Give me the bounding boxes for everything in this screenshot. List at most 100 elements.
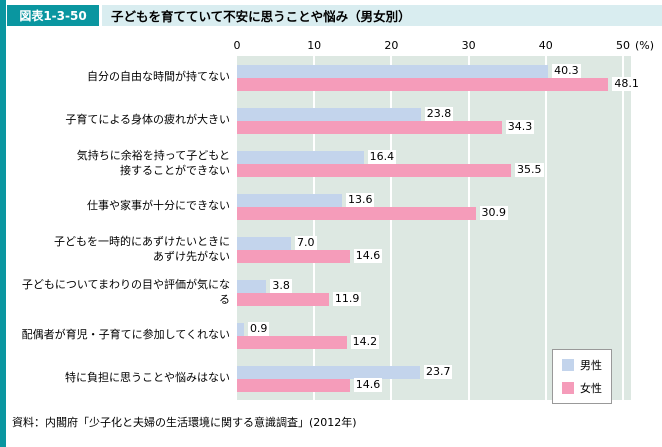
bar-line: 11.9 [237,292,623,306]
value-label: 35.5 [515,163,544,177]
gridline [544,56,547,400]
gridline [313,56,316,400]
x-axis-tick: 10 [307,39,322,52]
bar-line: 16.4 [237,150,623,164]
category-label: 特に負担に思うことや悩みはない [65,371,230,385]
category-label: 子どもについてまわりの目や評価が気になる [21,278,230,306]
chart-row: 子どもについてまわりの目や評価が気になる 3.8 11.9 [12,271,632,314]
bar-male [237,322,244,336]
value-label: 3.8 [270,279,292,293]
figure-title: 子どもを育てていて不安に思うことや悩み（男女別） [102,5,662,26]
bar-line: 14.6 [237,249,623,263]
bar-line: 34.3 [237,120,623,134]
category-label: 仕事や家事が十分にできない [87,199,230,213]
bar-group: 7.0 14.6 [237,236,623,263]
value-label: 14.6 [353,378,383,392]
value-label: 11.9 [332,292,362,306]
bar-line: 40.3 [237,64,623,78]
bar-female [237,120,502,134]
gridline [467,56,470,400]
chart-row: 子どもを一時的にあずけたいときに あずけ先がない 7.0 14.6 [12,228,632,271]
chart-row: 気持ちに余裕を持って子どもと 接することができない 16.4 35.5 [12,142,632,185]
bar-group: 16.4 35.5 [237,150,623,177]
chart-body: 自分の自由な時間が持てない 40.3 48.1 子育てによる身体の疲れが大きい 23.8… [12,56,641,404]
bar-female [237,206,476,220]
chart-row: 特に負担に思うことや悩みはない 23.7 14.6 [12,357,632,400]
legend-label: 女性 [580,382,602,395]
value-label: 14.2 [350,335,380,349]
legend-swatch [562,382,574,394]
bar-male [237,279,267,293]
bar-female [237,335,347,349]
legend-item: 男性 [562,357,602,373]
x-axis-tick: 30 [461,39,476,52]
bar-female [237,292,329,306]
value-label: 40.3 [552,64,581,78]
figure-header: 図表1-3-50 子どもを育てていて不安に思うことや悩み（男女別） [7,5,662,26]
bar-group: 13.6 30.9 [237,193,623,220]
bar-line: 30.9 [237,206,623,220]
x-axis-tick: 40 [538,39,553,52]
bar-female [237,249,350,263]
value-label: 34.3 [505,120,535,134]
x-axis-tick: 50 [616,39,630,52]
bar-group: 0.9 14.2 [237,322,623,349]
bar-group: 40.3 48.1 [237,64,641,91]
source-note: 資料：内閣府「少子化と夫婦の生活環境に関する意識調査」(2012年) [12,416,357,429]
chart-row: 仕事や家事が十分にできない 13.6 30.9 [12,185,632,228]
bar-group: 23.8 34.3 [237,107,623,134]
category-label: 配偶者が育児・子育てに参加してくれない [21,328,230,342]
bar-line: 48.1 [237,77,641,91]
bar-line: 13.6 [237,193,623,207]
value-label: 23.8 [424,107,454,121]
x-axis-unit: (%) [635,39,655,52]
bar-line: 7.0 [237,236,623,250]
value-label: 7.0 [295,236,317,250]
left-accent-stripe [0,0,6,447]
bar-female [237,163,512,177]
value-label: 14.6 [353,249,383,263]
category-label: 子どもを一時的にあずけたいときに あずけ先がない [54,235,230,263]
bar-line: 14.6 [237,378,623,392]
bar-group: 3.8 11.9 [237,279,623,306]
figure-number-badge: 図表1-3-50 [7,5,99,26]
x-axis: 0 10 20 30 40 50 (%) [233,38,655,56]
value-label: 48.1 [612,77,641,91]
legend: 男性 女性 [552,349,612,404]
chart-row: 子育てによる身体の疲れが大きい 23.8 34.3 [12,99,632,142]
bar-line: 23.8 [237,107,623,121]
bar-line: 3.8 [237,279,623,293]
chart-row: 配偶者が育児・子育てに参加してくれない 0.9 14.2 [12,314,632,357]
bar-male [237,64,549,78]
bar-male [237,193,342,207]
bar-male [237,150,364,164]
bar-line: 23.7 [237,365,623,379]
category-label: 気持ちに余裕を持って子どもと 接することができない [76,149,230,177]
bar-line: 14.2 [237,335,623,349]
legend-label: 男性 [580,359,602,372]
chart-rows: 自分の自由な時間が持てない 40.3 48.1 子育てによる身体の疲れが大きい 23.8… [12,56,641,400]
category-label: 子育てによる身体の疲れが大きい [65,113,230,127]
value-label: 30.9 [479,206,509,220]
bar-female [237,77,609,91]
value-label: 23.7 [423,365,453,379]
bar-line: 35.5 [237,163,623,177]
bar-male [237,365,420,379]
bar-line: 0.9 [237,322,623,336]
value-label: 0.9 [247,322,270,336]
gridline [622,56,624,400]
bar-female [237,378,350,392]
value-label: 16.4 [367,150,397,164]
gridlines [237,56,624,400]
bar-male [237,107,421,121]
legend-swatch [562,359,574,371]
chart: 0 10 20 30 40 50 (%) 自分の自由な時間が持てない 40.3 48.1 子育てに… [12,38,655,404]
gridline [390,56,393,400]
x-axis-tick: 0 [233,39,241,52]
chart-row: 自分の自由な時間が持てない 40.3 48.1 [12,56,641,99]
x-axis-tick: 20 [384,39,399,52]
bar-group: 23.7 14.6 [237,365,623,392]
bar-male [237,236,292,250]
category-label: 自分の自由な時間が持てない [87,70,230,84]
